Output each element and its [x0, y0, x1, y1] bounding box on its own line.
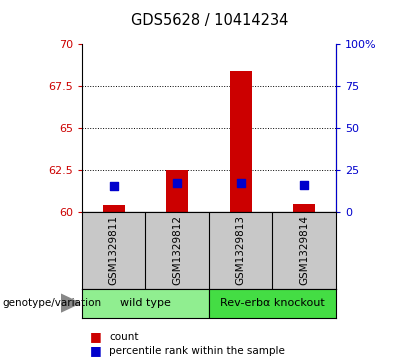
Point [237, 180, 244, 186]
Point [110, 183, 117, 189]
Text: GSM1329814: GSM1329814 [299, 216, 309, 285]
Text: GSM1329812: GSM1329812 [172, 216, 182, 285]
Text: GSM1329813: GSM1329813 [236, 216, 246, 285]
Bar [102, 205, 125, 212]
Text: percentile rank within the sample: percentile rank within the sample [109, 346, 285, 356]
Text: count: count [109, 331, 139, 342]
Text: wild type: wild type [120, 298, 171, 308]
Point [301, 182, 307, 187]
Bar [82, 289, 209, 318]
Text: ■: ■ [90, 344, 102, 358]
Bar [230, 70, 252, 212]
Point [174, 180, 181, 186]
Bar [293, 204, 315, 212]
Polygon shape [61, 294, 80, 312]
Text: Rev-erbα knockout: Rev-erbα knockout [220, 298, 325, 308]
Bar [166, 170, 188, 212]
Text: genotype/variation: genotype/variation [2, 298, 101, 308]
Bar [209, 289, 336, 318]
Text: GDS5628 / 10414234: GDS5628 / 10414234 [131, 13, 289, 28]
Text: ■: ■ [90, 330, 102, 343]
Text: GSM1329811: GSM1329811 [109, 216, 119, 285]
